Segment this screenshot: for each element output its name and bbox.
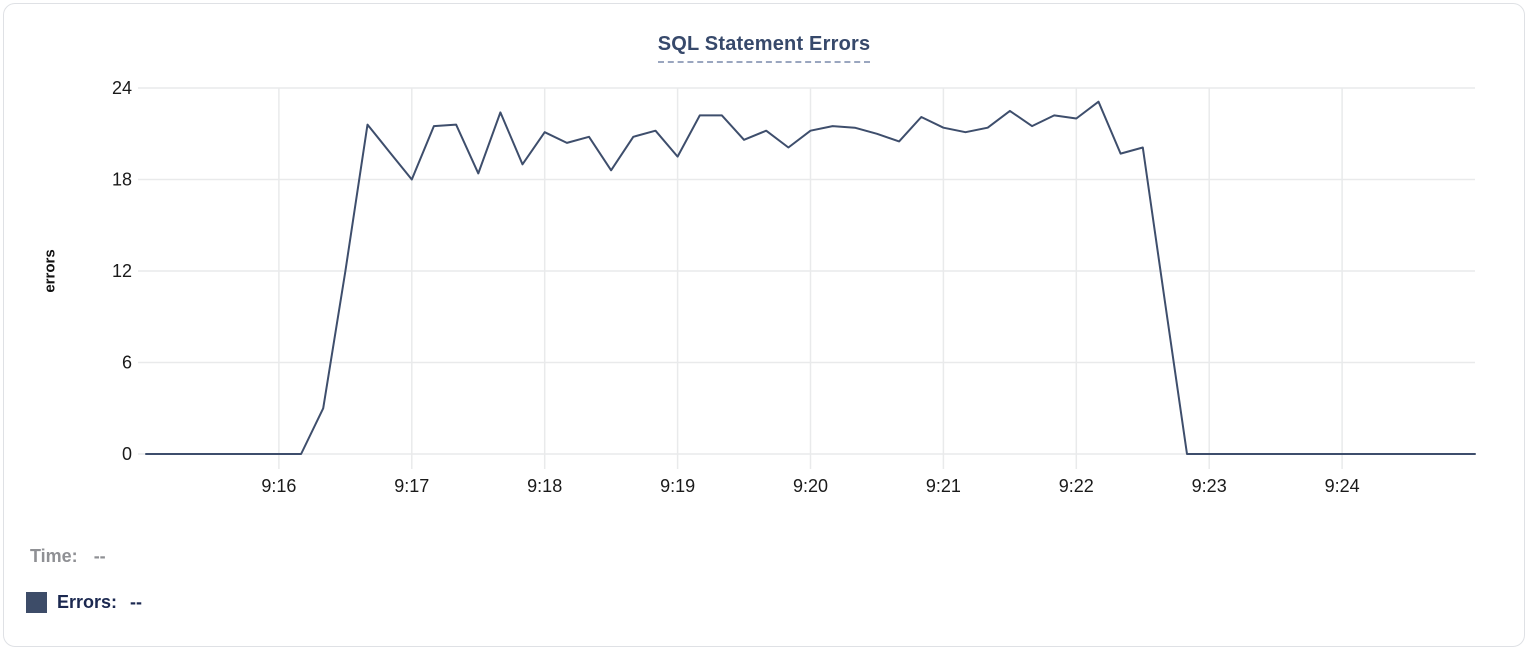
x-tick-label: 9:24 <box>1325 476 1360 496</box>
x-tick-label: 9:17 <box>394 476 429 496</box>
time-label: Time: <box>30 546 78 566</box>
errors-series-line <box>145 100 1476 455</box>
x-tick-label: 9:23 <box>1192 476 1227 496</box>
chart-card: SQL Statement Errors errors 0 6 12 18 24 9:16… <box>3 3 1525 647</box>
y-tick-label: 24 <box>112 78 132 98</box>
x-tick-label: 9:16 <box>261 476 296 496</box>
readout-time-row: Time: -- <box>30 546 106 567</box>
time-value: -- <box>93 546 106 566</box>
x-tick-label: 9:22 <box>1059 476 1094 496</box>
chart-title-row: SQL Statement Errors <box>4 33 1524 63</box>
errors-value: -- <box>130 592 143 612</box>
chart-title[interactable]: SQL Statement Errors <box>657 33 871 63</box>
y-axis-label: errors <box>41 249 59 293</box>
x-tick-label: 9:18 <box>527 476 562 496</box>
y-tick-label: 12 <box>112 261 132 281</box>
x-tick-label: 9:21 <box>926 476 961 496</box>
y-tick-label: 18 <box>112 170 132 190</box>
x-tick-label: 9:20 <box>793 476 828 496</box>
errors-line-chart[interactable]: 0 6 12 18 24 9:16 9:17 9:18 9:19 9:20 9:21 9:22 9:23… <box>4 4 1525 509</box>
errors-series-swatch <box>26 592 47 613</box>
x-tick-label: 9:19 <box>660 476 695 496</box>
y-tick-label: 0 <box>122 444 132 464</box>
y-tick-label: 6 <box>122 353 132 373</box>
legend-errors-row[interactable]: Errors: -- <box>26 592 142 613</box>
errors-label: Errors: <box>57 592 118 612</box>
